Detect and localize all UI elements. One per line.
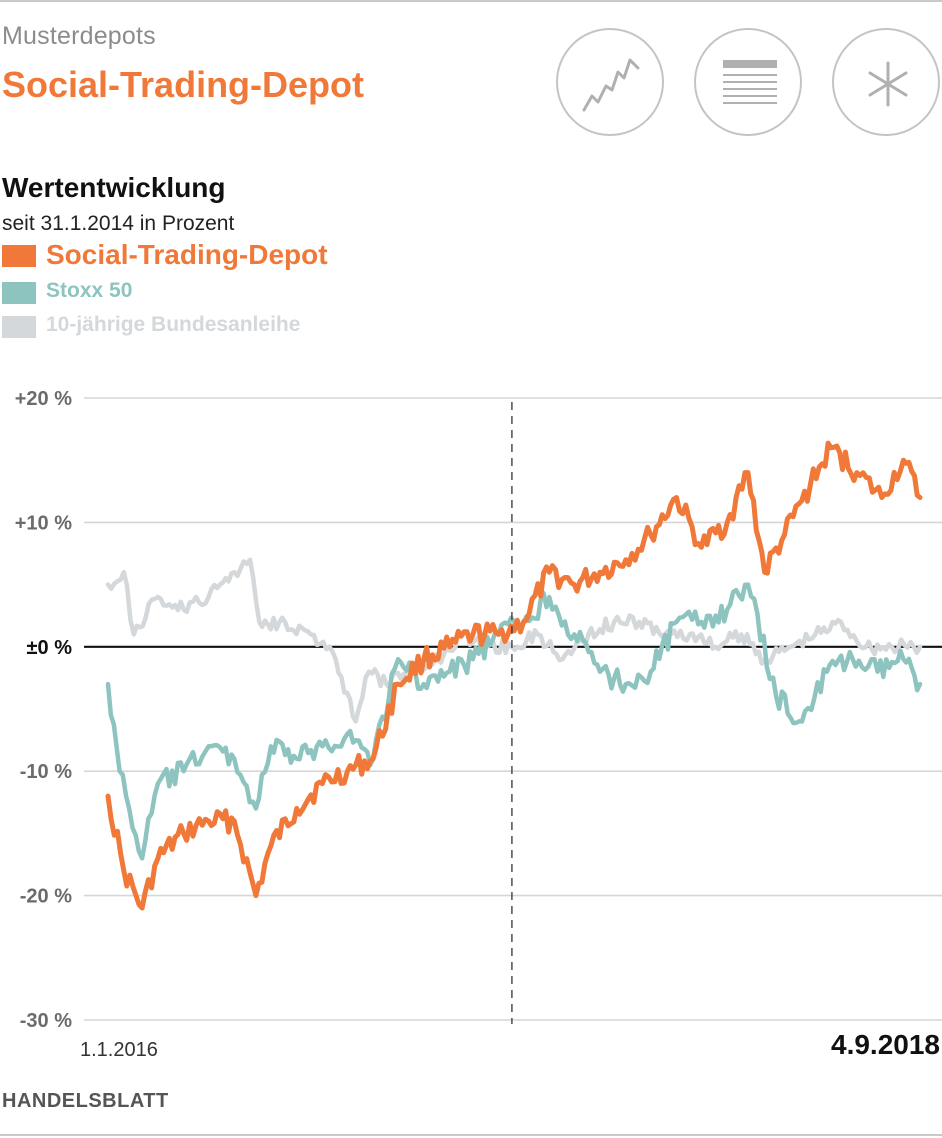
page-title: Social-Trading-Depot: [2, 64, 365, 105]
source-credit: HANDELSBLATT: [2, 1090, 169, 1112]
section-kicker: Musterdepots: [2, 22, 156, 50]
grid-layer: [84, 397, 942, 1021]
bund-line: [105, 557, 923, 724]
y-axis-ticks: +20 % +10 % ±0 % -10 % -20 % -30 %: [15, 388, 72, 1032]
y-tick-label: +20 %: [15, 388, 72, 410]
y-tick-label: +10 %: [15, 512, 72, 534]
legend-swatch-social-trading: [2, 245, 36, 267]
info-button[interactable]: [832, 28, 940, 136]
series-layer: [105, 440, 923, 911]
table-icon: [723, 60, 777, 104]
bottom-rule: [0, 1134, 942, 1136]
legend-swatch-stoxx: [2, 282, 36, 304]
legend-swatch-bund: [2, 316, 36, 338]
y-tick-label: -20 %: [20, 886, 72, 908]
legend-label-stoxx: Stoxx 50: [46, 279, 133, 302]
asterisk-icon: [868, 61, 908, 107]
top-rule: [0, 0, 942, 2]
social-trading-line: [105, 440, 923, 911]
line-chart-icon: [582, 58, 640, 112]
x-axis-end-label: 4.9.2018: [831, 1029, 940, 1060]
y-tick-label: -10 %: [20, 761, 72, 783]
chart-title: Wertentwicklung: [2, 172, 226, 203]
y-tick-label: -30 %: [20, 1010, 72, 1032]
stoxx-line: [105, 582, 923, 861]
legend-label-social-trading: Social-Trading-Depot: [46, 239, 328, 270]
chart-view-button[interactable]: [556, 28, 664, 136]
chart-subtitle: seit 31.1.2014 in Prozent: [2, 212, 235, 235]
y-tick-label: ±0 %: [27, 637, 73, 659]
table-view-button[interactable]: [694, 28, 802, 136]
x-axis-start-label: 1.1.2016: [80, 1039, 158, 1061]
legend-label-bund: 10-jährige Bundesanleihe: [46, 313, 301, 336]
